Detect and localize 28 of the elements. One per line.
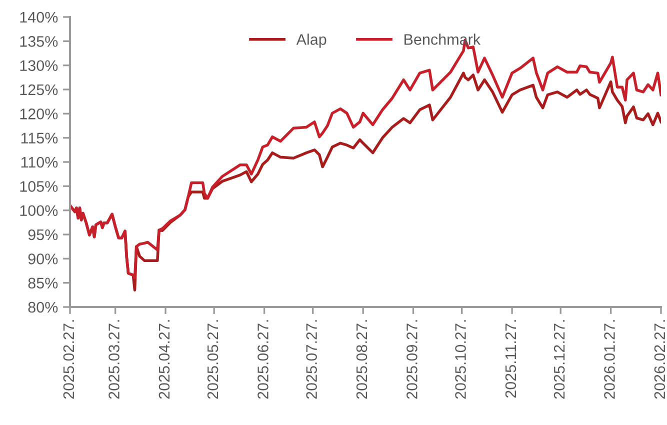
y-tick-label: 110% [21,156,58,168]
x-tick-label: 2026.01.27. [604,320,615,399]
x-tick-label: 2025.07.27. [306,320,317,399]
legend-label: Benchmark [404,34,481,45]
y-tick-label: 135% [20,36,58,47]
x-tick-label: 2025.05.27. [207,320,218,399]
legend-label: Alap [296,34,326,48]
x-tick-label: 2025.12.27. [554,320,565,399]
x-tick-label: 2025.11.27. [505,320,516,398]
x-tick-label: 2025.08.27. [356,320,368,399]
x-tick-label: 2025.02.27. [63,320,74,399]
x-tick-label: 2025.09.27. [406,320,418,399]
x-tick-label: 2026.02.27. [654,320,666,399]
x-tick-label: 2025.03.27. [108,320,120,399]
x-tick-label: 2025.06.27. [258,320,268,399]
y-tick-label: 125% [20,84,58,96]
y-tick-label: 85% [28,278,58,289]
y-tick-label: 90% [28,254,58,264]
y-tick-label: 95% [28,229,58,240]
y-tick-label: 140% [20,12,58,23]
y-tick-label: 130% [20,60,58,72]
x-tick-label: 2025.10.27. [455,320,466,399]
y-tick-label: 80% [28,302,58,313]
x-tick-label: 2025.04.27. [158,320,170,399]
y-tick-label: 120% [20,108,58,120]
y-tick-label: 115% [21,132,58,144]
y-tick-label: 100% [20,205,58,216]
y-tick-label: 105% [20,181,58,192]
